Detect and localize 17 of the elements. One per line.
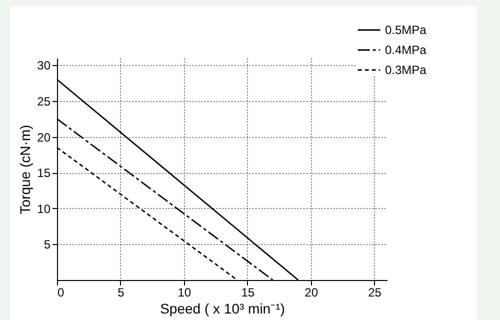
x-tick-label: 20 [304,286,318,300]
x-axis-title: Speed ( x 10³ min⁻¹) [160,300,285,316]
x-tick-label: 15 [241,286,255,300]
y-tick-label: 5 [44,238,51,252]
y-axis-title: Torque (cN·m) [17,124,34,214]
x-tick-label: 10 [178,286,192,300]
x-tick-label: 0 [58,286,64,300]
x-tick-label: 25 [368,286,382,300]
y-tick-label: 10 [37,202,51,216]
y-tick-label: 20 [37,130,51,144]
legend-label: 0.3MPa [385,63,427,77]
y-tick-label: 25 [37,94,51,108]
y-tick-label: 30 [37,58,51,73]
legend-label: 0.5MPa [385,23,427,37]
legend-label: 0.4MPa [385,43,427,57]
x-tick-label: 5 [118,286,125,300]
y-tick-label: 15 [37,166,51,180]
